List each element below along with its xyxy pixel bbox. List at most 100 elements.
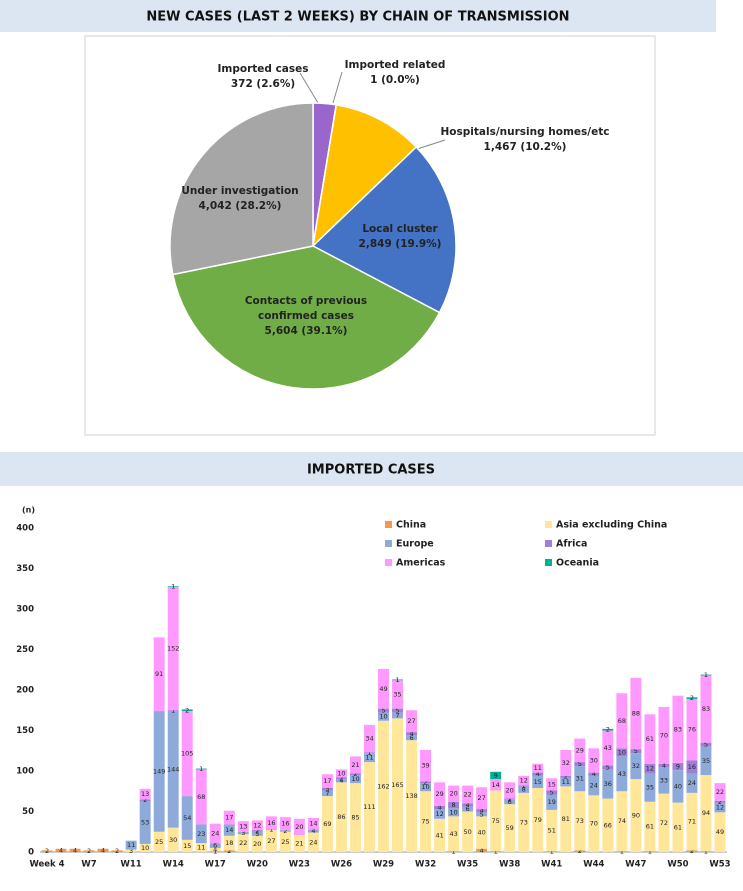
bar-segment bbox=[349, 775, 361, 784]
data-label: 59 bbox=[506, 824, 514, 832]
bar-segment bbox=[195, 769, 207, 825]
data-label: 1 bbox=[171, 583, 175, 591]
data-label: 68 bbox=[197, 793, 205, 801]
data-label: 12 bbox=[520, 777, 528, 785]
bar-segment bbox=[167, 710, 179, 712]
bar-title: IMPORTED CASES bbox=[307, 463, 435, 478]
bar-segment bbox=[223, 850, 235, 852]
pie-label-value: 372 (2.6%) bbox=[230, 78, 296, 90]
data-label: 4 bbox=[592, 770, 596, 778]
data-label: 70 bbox=[590, 820, 598, 828]
data-label: 29 bbox=[576, 746, 584, 754]
data-label: 15 bbox=[548, 780, 556, 788]
bar-segment bbox=[616, 748, 628, 757]
x-tick-label: Week 4 bbox=[29, 860, 64, 870]
bar-segment bbox=[602, 765, 614, 770]
data-label: 69 bbox=[323, 820, 331, 828]
bar-segment bbox=[378, 668, 389, 709]
data-label: 5 bbox=[634, 747, 638, 755]
bar-segment bbox=[420, 783, 432, 792]
bar-segment bbox=[223, 810, 235, 825]
bar-segment bbox=[321, 790, 333, 797]
bar-segment bbox=[251, 835, 263, 852]
data-label: 5 bbox=[255, 830, 259, 838]
data-label: 5 bbox=[395, 707, 399, 715]
bar-segment bbox=[125, 849, 137, 852]
pie-label-name: Under investigation bbox=[181, 185, 299, 197]
data-label: 94 bbox=[702, 809, 710, 817]
pie-slice bbox=[171, 245, 441, 390]
bar-segment bbox=[490, 771, 502, 780]
data-label: 5 bbox=[550, 788, 554, 796]
x-tick-label: W14 bbox=[163, 860, 184, 870]
bar-segment bbox=[462, 811, 474, 852]
y-tick-label: 350 bbox=[16, 564, 34, 574]
bar-segment bbox=[714, 800, 726, 803]
data-label: 1 bbox=[550, 848, 554, 856]
pie-slice bbox=[169, 102, 314, 276]
bar-segment bbox=[630, 749, 642, 754]
data-label: 1 bbox=[269, 826, 273, 834]
pie-label-value: 2,849 (19.9%) bbox=[358, 238, 442, 250]
bar-segment bbox=[686, 760, 698, 774]
bar-segment bbox=[406, 732, 418, 736]
data-label: 75 bbox=[492, 817, 500, 825]
bar-segment bbox=[279, 831, 291, 852]
bar-segment bbox=[448, 808, 460, 817]
data-label: 2 bbox=[578, 847, 582, 855]
data-label: 2 bbox=[339, 774, 343, 782]
bar-segment bbox=[644, 801, 656, 852]
y-tick-label: 250 bbox=[16, 645, 34, 655]
x-tick-label: W41 bbox=[541, 860, 562, 870]
data-label: 35 bbox=[393, 690, 401, 698]
data-label: 19 bbox=[548, 798, 556, 806]
pie-label-value: 1 (0.0%) bbox=[370, 74, 420, 86]
data-label: 3 bbox=[241, 829, 245, 837]
bar-segment bbox=[616, 791, 628, 852]
bar-segment bbox=[560, 786, 572, 852]
bar-segment bbox=[630, 753, 642, 780]
data-label: 29 bbox=[435, 790, 443, 798]
legend-label: China bbox=[396, 520, 426, 531]
bar-segment bbox=[672, 802, 684, 852]
bar-segment bbox=[700, 675, 712, 743]
data-label: 6 bbox=[508, 798, 512, 806]
bar-segment bbox=[672, 695, 684, 763]
data-label: 4 bbox=[438, 803, 442, 811]
bar-segment bbox=[167, 711, 179, 828]
bar-segment bbox=[223, 824, 235, 836]
data-label: 40 bbox=[674, 782, 682, 790]
bar-segment bbox=[195, 768, 207, 770]
data-label: 14 bbox=[492, 781, 500, 789]
data-label: 32 bbox=[562, 759, 570, 767]
data-label: 24 bbox=[309, 838, 317, 846]
data-label: 3 bbox=[129, 847, 133, 855]
bar-segment bbox=[574, 762, 586, 767]
data-label: 2 bbox=[143, 796, 147, 804]
pie-label: Under investigation 4,042 (28.2%) bbox=[181, 184, 298, 214]
bar-segment bbox=[364, 724, 375, 753]
legend-label: Europe bbox=[396, 539, 434, 550]
pie-label-name: Imported cases bbox=[217, 63, 309, 75]
data-label: 13 bbox=[141, 790, 149, 798]
data-label: 2 bbox=[606, 726, 610, 734]
bar-segment bbox=[378, 720, 389, 852]
data-label: 6 bbox=[409, 734, 413, 742]
bar-segment bbox=[714, 812, 726, 852]
bar-segment bbox=[630, 677, 642, 750]
bar-segment bbox=[378, 708, 389, 713]
bar-segment bbox=[181, 839, 193, 852]
bar-segment bbox=[560, 777, 572, 787]
data-label: 1 bbox=[199, 765, 203, 773]
x-tick-label: W7 bbox=[81, 860, 96, 870]
bar-segment bbox=[448, 801, 460, 809]
bar-segment bbox=[546, 778, 558, 791]
bar-segment bbox=[504, 799, 516, 805]
data-label: 10 bbox=[618, 748, 626, 756]
y-tick-label: 100 bbox=[16, 767, 34, 777]
data-label: 10 bbox=[421, 783, 429, 791]
x-tick-label: W29 bbox=[373, 860, 394, 870]
bar-segment bbox=[686, 773, 698, 793]
y-tick-label: 0 bbox=[28, 848, 34, 858]
data-label: 25 bbox=[155, 838, 163, 846]
